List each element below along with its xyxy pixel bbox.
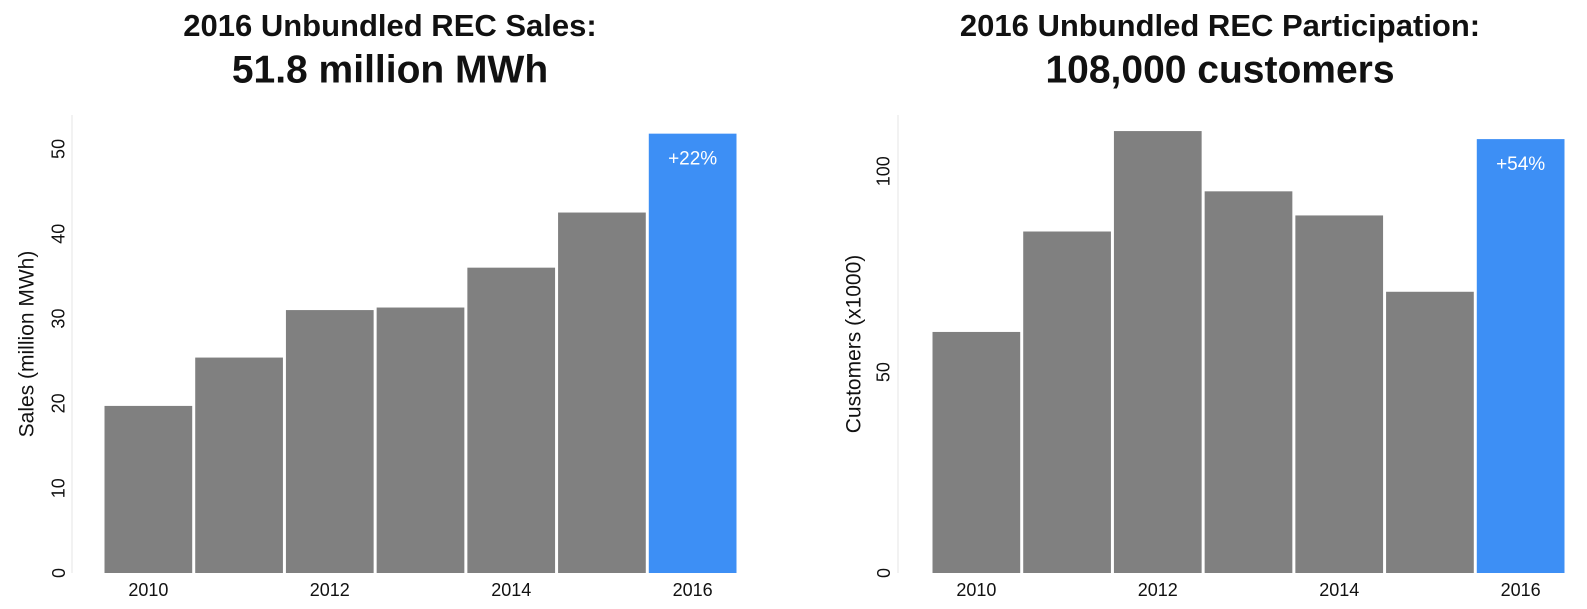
- y-tick-label: 50: [49, 139, 69, 159]
- y-tick-label: 50: [874, 362, 894, 382]
- chart-subtitle: 51.8 million MWh: [232, 48, 548, 91]
- y-tick-label: 20: [49, 393, 69, 413]
- bar: [1113, 131, 1202, 573]
- y-tick-label: 40: [49, 224, 69, 244]
- y-tick-label: 30: [49, 309, 69, 329]
- x-tick-label: 2010: [128, 580, 168, 600]
- chart-subtitle: 108,000 customers: [1045, 48, 1394, 91]
- bar: [932, 331, 1021, 573]
- bar: [376, 307, 465, 573]
- chart-title: 2016 Unbundled REC Sales:: [183, 8, 596, 43]
- bar: [558, 212, 646, 573]
- x-tick-label: 2016: [1501, 580, 1541, 600]
- bar: [104, 405, 193, 573]
- bar: [1295, 215, 1384, 573]
- bar: [648, 133, 737, 574]
- bar: [1023, 231, 1111, 573]
- x-tick-label: 2010: [956, 580, 996, 600]
- y-tick-label: 0: [874, 568, 894, 578]
- bar: [1476, 139, 1565, 573]
- y-tick-label: 100: [874, 156, 894, 186]
- x-tick-label: 2012: [310, 580, 350, 600]
- x-tick-label: 2016: [673, 580, 713, 600]
- bar: [285, 310, 374, 573]
- annotation: +54%: [1496, 154, 1545, 175]
- bar: [195, 357, 283, 573]
- x-tick-label: 2014: [1319, 580, 1359, 600]
- x-tick-label: 2012: [1138, 580, 1178, 600]
- x-tick-label: 2014: [491, 580, 531, 600]
- bar: [467, 267, 556, 573]
- bar: [1386, 291, 1474, 573]
- y-tick-label: 10: [49, 478, 69, 498]
- chart-title: 2016 Unbundled REC Participation:: [960, 8, 1480, 43]
- annotation: +22%: [668, 149, 717, 170]
- y-axis-title: Sales (million MWh): [16, 251, 39, 438]
- y-axis-title: Customers (x1000): [843, 255, 866, 434]
- bar: [1204, 191, 1293, 574]
- y-tick-label: 0: [49, 568, 69, 578]
